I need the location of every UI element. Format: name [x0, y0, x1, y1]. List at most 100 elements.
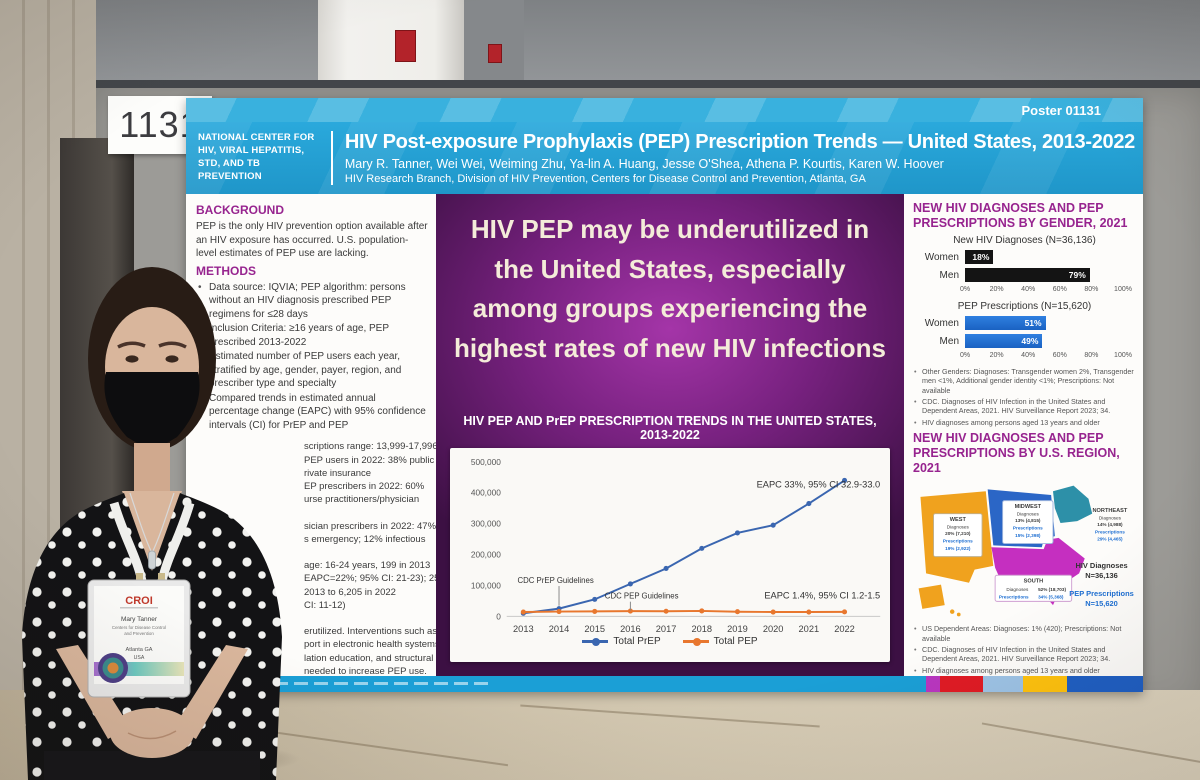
- x-tick: 2022: [834, 624, 855, 634]
- x-tick: 2015: [584, 624, 605, 634]
- bar-label: Men: [939, 269, 959, 281]
- croi-logo: CROI: [125, 595, 153, 607]
- legend-label: Total PEP: [713, 636, 758, 647]
- poster-top-strip: Poster 01131: [186, 98, 1143, 122]
- svg-text:Diagnoses: Diagnoses: [947, 525, 970, 530]
- results-line: scriptions range: 13,999-17,996: [304, 441, 436, 453]
- prescriptions-chart-title: PEP Prescriptions (N=15,620): [957, 301, 1092, 312]
- totals-prescriptions-label: PEP Prescriptions: [1069, 589, 1133, 598]
- background-heading: BACKGROUND: [196, 203, 284, 217]
- y-tick: 0: [496, 611, 501, 621]
- west-label-box: [933, 513, 983, 558]
- region-section-heading: NEW HIV DIAGNOSES AND PEP PRESCRIPTIONS …: [913, 431, 1120, 476]
- badge-org: Centers for Disease Control: [112, 625, 166, 630]
- y-tick: 500,000: [471, 457, 501, 467]
- x-tick: 2016: [620, 624, 641, 634]
- totals-prescriptions-value: N=15,620: [1085, 599, 1118, 608]
- totals-diagnoses-value: N=36,136: [1085, 571, 1118, 580]
- svg-text:SOUTH: SOUTH: [1024, 579, 1044, 585]
- data-point: [592, 596, 598, 602]
- poster-authors: Mary R. Tanner, Wei Wei, Weiming Zhu, Ya…: [344, 157, 944, 171]
- annotation-eapc-pep: EAPC 1.4%, 95% CI 1.2-1.5: [764, 591, 880, 601]
- data-point: [806, 609, 812, 615]
- svg-text:52% (18,703): 52% (18,703): [1038, 587, 1066, 592]
- poster: Poster 01131 NATIONAL CENTER FOR HIV, VI…: [186, 98, 1143, 692]
- fire-alarm-box-small: [488, 44, 502, 63]
- methods-bullet: Data source: IQVIA; PEP algorithm: perso…: [196, 281, 428, 322]
- footer-disclaimer-strip: [186, 676, 926, 692]
- fire-alarm-box: [395, 30, 416, 62]
- hawaii-shape: [956, 612, 961, 617]
- annotation-eapc-prep: EAPC 33%, 95% CI 32.9-33.0: [757, 479, 881, 489]
- data-point: [841, 477, 848, 483]
- y-tick: 200,000: [471, 549, 501, 559]
- data-point: [592, 608, 598, 614]
- results-line: age: 16-24 years, 199 in 2013: [304, 560, 431, 572]
- x-tick: 2018: [691, 624, 712, 634]
- y-tick: 400,000: [471, 488, 501, 498]
- midwest-label-box: [1002, 500, 1054, 545]
- series-line: [523, 479, 846, 615]
- results-line: [304, 546, 428, 559]
- poster-affiliation: HIV Research Branch, Division of HIV Pre…: [344, 173, 866, 185]
- us-region-map: WEST Diagnoses 20% (7,210) Prescriptions…: [913, 480, 1137, 622]
- person: CROI Mary Tanner Centers for Disease Con…: [0, 255, 300, 780]
- bar-value: 79%: [1068, 270, 1086, 280]
- legend-total-pep: Total PEP: [682, 636, 758, 647]
- necklace-chain: [129, 492, 153, 554]
- badge-clip: [136, 573, 143, 583]
- data-point: [734, 609, 741, 615]
- annotation-pep-guidelines: CDC PEP Guidelines: [605, 592, 679, 601]
- svg-text:29% (4,465): 29% (4,465): [1097, 537, 1123, 542]
- results-line: PEP users in 2022: 38% public: [304, 454, 435, 466]
- svg-text:34% (5,368): 34% (5,368): [1038, 595, 1064, 600]
- conference-badge: CROI Mary Tanner Centers for Disease Con…: [87, 573, 191, 698]
- bar-row: Men 79%: [913, 268, 1136, 282]
- hawaii-shape: [949, 609, 955, 615]
- bar-row: Women 18%: [913, 250, 1136, 264]
- eyebrow: [117, 341, 146, 349]
- svg-text:20% (7,210): 20% (7,210): [945, 531, 971, 536]
- bar-value: 51%: [1024, 318, 1042, 328]
- bar-track: 18%: [965, 250, 1123, 264]
- face-mask: [104, 372, 200, 452]
- prescriptions-bar-men: 49%: [965, 334, 1043, 348]
- x-tick: 2020: [763, 624, 784, 634]
- svg-text:13% (4,815): 13% (4,815): [1015, 518, 1041, 523]
- badge-name: Mary Tanner: [121, 616, 158, 623]
- svg-text:MIDWEST: MIDWEST: [1015, 504, 1042, 510]
- chest: [122, 491, 182, 573]
- chart-legend: Total PrEP Total PEP: [582, 636, 758, 647]
- series-line: [523, 609, 845, 614]
- pep-line-icon: [682, 637, 709, 646]
- data-point: [663, 565, 669, 572]
- svg-text:Prescriptions: Prescriptions: [1095, 529, 1125, 534]
- prescriptions-bar-women: 51%: [965, 316, 1046, 330]
- svg-text:14% (4,988): 14% (4,988): [1097, 522, 1123, 527]
- bar-label: Women: [924, 251, 959, 263]
- y-tick: 300,000: [471, 519, 501, 529]
- results-line: CI: 11-12): [304, 599, 346, 611]
- results-line: 2013 to 6,205 in 2022: [304, 586, 396, 598]
- data-point: [699, 545, 705, 551]
- svg-text:Prescriptions: Prescriptions: [999, 595, 1029, 600]
- data-point: [699, 608, 705, 614]
- south-label-box: [994, 574, 1073, 603]
- y-tick: 100,000: [471, 580, 501, 590]
- banner-divider: [331, 131, 333, 185]
- svg-text:NORTHEAST: NORTHEAST: [1093, 508, 1128, 514]
- badge-clip: [158, 573, 165, 583]
- svg-text:Prescriptions: Prescriptions: [943, 539, 973, 544]
- axis-ticks: 0% 20% 40% 60% 80% 100%: [959, 286, 1132, 293]
- diagnoses-bar-women: 18%: [965, 250, 994, 264]
- org-name: NATIONAL CENTER FOR HIV, VIRAL HEPATITIS…: [198, 132, 315, 182]
- bar-row: Women 51%: [913, 316, 1136, 330]
- bar-value: 18%: [972, 252, 990, 262]
- bar-label: Men: [939, 335, 959, 347]
- banner-main: HIV Post-exposure Prophylaxis (PEP) Pres…: [345, 131, 1143, 185]
- data-point: [627, 581, 633, 587]
- legend-total-prep: Total PrEP: [582, 636, 661, 647]
- gender-section-heading: NEW HIV DIAGNOSES AND PEP PRESCRIPTIONS …: [913, 201, 1128, 230]
- bar-track: 79%: [965, 268, 1123, 282]
- x-tick: 2019: [727, 624, 748, 634]
